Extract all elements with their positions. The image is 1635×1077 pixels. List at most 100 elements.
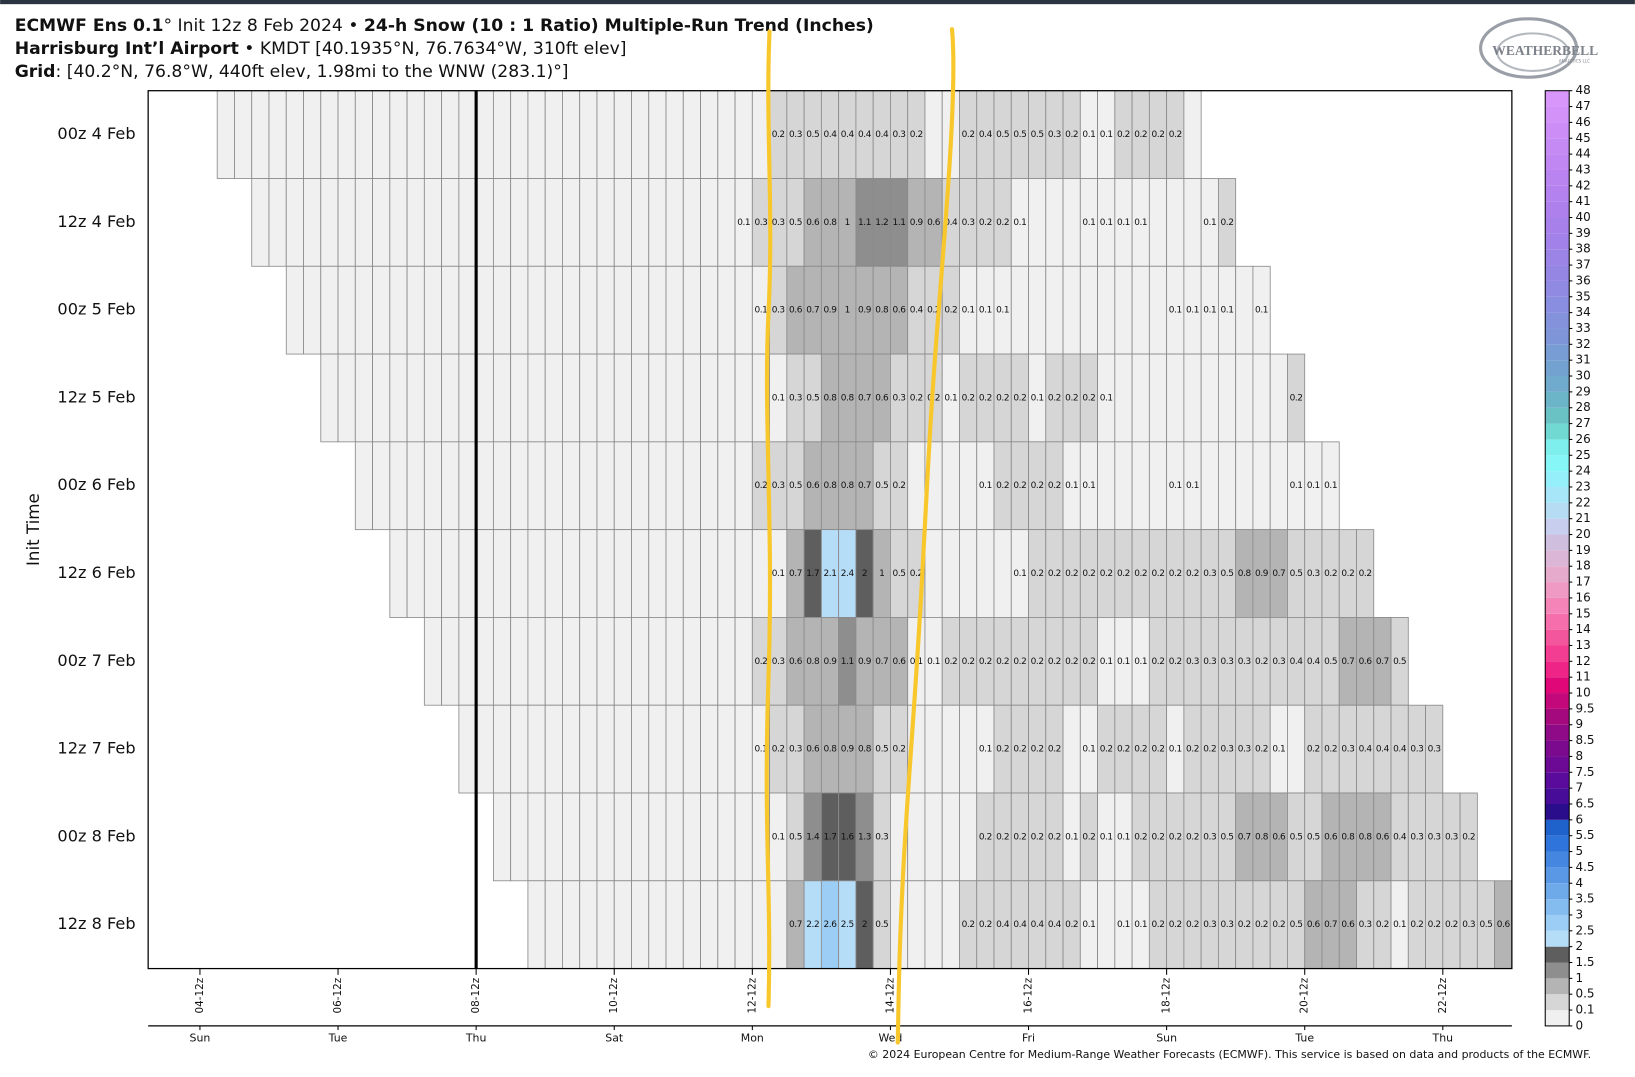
cell-label: 0.1 — [1100, 130, 1113, 140]
cell-label: 0.1 — [754, 306, 767, 316]
day-label: Thu — [1432, 1031, 1454, 1044]
row-label: 00z 6 Feb — [57, 475, 135, 494]
cell-label: 0.2 — [1238, 920, 1251, 930]
cell — [596, 529, 615, 618]
cell-label: 0.1 — [1255, 306, 1268, 316]
cell — [1131, 353, 1150, 443]
colorbar-bin — [1545, 661, 1570, 678]
cell-label: 0.2 — [1134, 569, 1147, 579]
cell — [700, 178, 719, 267]
cell — [1148, 441, 1168, 531]
cell-label: 0.8 — [806, 657, 820, 667]
cell-label: 0.1 — [1082, 745, 1095, 755]
cell — [648, 880, 667, 969]
colorbar-bin — [1545, 677, 1570, 694]
cell — [544, 90, 563, 179]
cell — [268, 178, 287, 267]
cell-label: 0.2 — [1169, 832, 1182, 842]
cell-label: 0.3 — [962, 218, 975, 228]
colorbar-bin — [1545, 819, 1570, 836]
cell-label: 0.2 — [1324, 569, 1337, 579]
cell-label: 0.3 — [1203, 657, 1216, 667]
cell-label: 0.2 — [1065, 130, 1078, 140]
cell-label: 0.1 — [1290, 481, 1303, 491]
colorbar-label: 33 — [1575, 321, 1590, 335]
cell-label: 0.6 — [1376, 832, 1390, 842]
cell-label: 0.8 — [841, 393, 855, 403]
cell-label: 0.7 — [858, 481, 871, 491]
cell — [285, 265, 304, 355]
colorbar-label: 5.5 — [1575, 828, 1594, 842]
cell — [492, 90, 512, 179]
cell-label: 0.2 — [1048, 569, 1061, 579]
cell-label: 0.2 — [1031, 657, 1044, 667]
colorbar-bin — [1545, 693, 1570, 709]
cell — [475, 617, 494, 706]
cell-label: 0.2 — [1169, 130, 1182, 140]
cell-label: 0.2 — [1082, 832, 1095, 842]
cell — [665, 880, 684, 969]
cell — [475, 441, 494, 531]
cell-label: 0.5 — [1307, 832, 1320, 842]
cell — [924, 529, 943, 618]
cell-label: 0.1 — [1031, 393, 1044, 403]
cell — [682, 617, 701, 706]
colorbar-bin — [1545, 978, 1570, 995]
cell-label: 0.2 — [893, 745, 906, 755]
cell — [441, 265, 460, 355]
cell — [941, 792, 960, 882]
day-label: Sun — [190, 1031, 211, 1044]
cell — [1183, 178, 1202, 267]
cell-label: 0.2 — [1221, 218, 1234, 228]
colorbar-label: 19 — [1575, 543, 1590, 557]
colorbar-label: 40 — [1575, 210, 1590, 224]
cell — [406, 178, 425, 267]
cell-label: 0.2 — [1031, 481, 1044, 491]
colorbar-bin — [1545, 534, 1570, 551]
x-tick-label: 20-12z — [1299, 977, 1311, 1013]
cell — [907, 880, 926, 969]
cell — [303, 90, 322, 179]
cell — [354, 441, 373, 531]
x-tick-label: 14-12z — [884, 977, 896, 1013]
cell — [1028, 265, 1047, 355]
cell-label: 0.5 — [875, 745, 888, 755]
colorbar-label: 3 — [1575, 907, 1583, 921]
cell-label: 0.2 — [944, 657, 957, 667]
day-label: Mon — [741, 1031, 764, 1044]
cell — [1252, 353, 1271, 443]
cell — [406, 529, 425, 618]
colorbar-bin — [1545, 201, 1570, 218]
cell-label: 0.6 — [1497, 920, 1511, 930]
colorbar-bin — [1545, 376, 1570, 392]
cell-label: 0.2 — [1255, 745, 1268, 755]
cell — [941, 704, 960, 794]
cell — [389, 90, 408, 179]
cell-label: 0.3 — [1428, 832, 1441, 842]
cell-label: 2 — [862, 920, 867, 930]
cell-label: 0.5 — [1031, 130, 1044, 140]
cell-label: 0.5 — [875, 481, 888, 491]
cell-label: 0.6 — [789, 306, 803, 316]
cell — [441, 90, 460, 179]
day-label: Sun — [1156, 1031, 1177, 1044]
cell-label: 0.5 — [789, 218, 802, 228]
colorbar-label: 6 — [1575, 812, 1583, 826]
cell — [492, 441, 512, 531]
colorbar-label: 9 — [1575, 717, 1583, 731]
cell-label: 0.2 — [996, 393, 1009, 403]
cell — [562, 353, 581, 443]
title-segment: • KMDT [40.1935°N, 76.7634°W, 310ft elev… — [239, 39, 627, 59]
cell-label: 0.4 — [996, 920, 1010, 930]
cell — [492, 178, 512, 267]
cell — [337, 353, 356, 443]
cell — [648, 90, 667, 179]
cell — [544, 792, 563, 882]
cell — [769, 880, 788, 969]
cell — [492, 704, 512, 794]
cell-label: 0.1 — [1117, 920, 1130, 930]
colorbar-label: 0.5 — [1575, 987, 1594, 1001]
cell — [1114, 353, 1133, 443]
colorbar-bin — [1545, 106, 1570, 123]
x-tick-label: 16-12z — [1023, 977, 1035, 1013]
